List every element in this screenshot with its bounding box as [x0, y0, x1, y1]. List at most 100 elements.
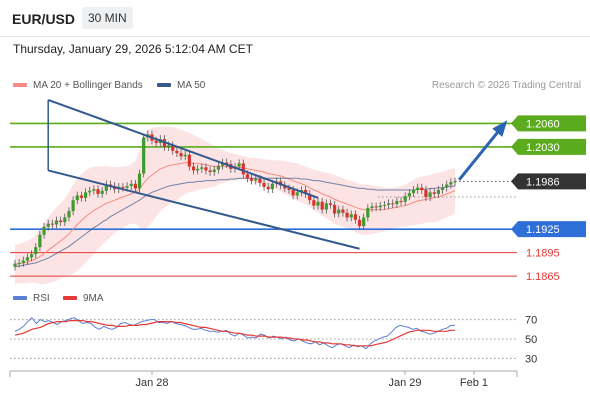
candle-body [291, 190, 295, 196]
candle-body [142, 137, 146, 174]
rsi-swatch [13, 296, 27, 301]
legend-rsi-label: RSI [33, 293, 50, 304]
rsi-level-label-50: 50 [525, 334, 537, 346]
candle-body [50, 223, 54, 225]
candle-body [324, 203, 328, 210]
candle-body [341, 209, 345, 213]
level-tag-1.1895: 1.1895 [526, 248, 560, 260]
candle-body [416, 187, 420, 190]
candle-body [38, 234, 42, 248]
candle-body [399, 200, 403, 202]
candle-body [92, 189, 96, 191]
candle-body [71, 200, 75, 212]
candle-body [88, 190, 92, 193]
candle-body [407, 193, 411, 197]
candle-body [374, 206, 378, 208]
level-tag-1.1925: 1.1925 [511, 221, 586, 238]
candle-body [333, 204, 337, 214]
candle-body [216, 165, 220, 170]
level-value-1.1986: 1.1986 [526, 176, 560, 188]
candle-body [121, 186, 125, 188]
candle-body [79, 195, 84, 198]
ma9-swatch [63, 296, 77, 301]
candle-body [17, 262, 21, 264]
candle-body [42, 226, 46, 235]
candle-body [129, 183, 133, 187]
candle-body [25, 257, 30, 261]
candle-body [21, 260, 25, 263]
timeframe-button[interactable]: 30 MIN [82, 7, 133, 29]
candle-body [362, 217, 366, 227]
candle-body [241, 163, 245, 175]
candle-body [445, 184, 449, 188]
candle-body [432, 192, 436, 194]
legend-bollinger: MA 20 + Bollinger Bands [13, 80, 143, 91]
ma50-line [14, 177, 455, 268]
time-axis: Jan 28 Jan 29 Feb 1 [9, 370, 518, 389]
candle-body [395, 200, 399, 205]
candle-body [378, 205, 382, 208]
candle-body [13, 263, 17, 267]
candle-body [382, 204, 387, 206]
candle-body [237, 163, 241, 167]
candle-body [320, 201, 324, 210]
level-value-1.2030: 1.2030 [526, 142, 560, 154]
candle-body [303, 190, 308, 194]
candle-body [370, 206, 374, 209]
candle-body [125, 186, 129, 188]
candle-body [391, 203, 395, 205]
candle-body [63, 217, 67, 223]
forecast-arrow-shaft [457, 122, 506, 181]
candle-body [137, 173, 142, 189]
legend-9ma-label: 9MA [83, 293, 104, 304]
candle-body [316, 201, 320, 206]
legend-bollinger-label: MA 20 + Bollinger Bands [33, 80, 143, 91]
candle-body [191, 166, 196, 171]
level-tag-bg [511, 173, 586, 190]
level-value-1.1895: 1.1895 [526, 248, 560, 260]
level-value-1.1925: 1.1925 [526, 224, 560, 236]
candle-body [345, 212, 349, 218]
price-level-tags: 1.2060 1.2030 1.1986 1.1925 1.1895 1.1865 [511, 115, 586, 283]
candle-body [179, 153, 183, 157]
candle-body [420, 187, 424, 190]
candle-body [453, 181, 457, 183]
level-tag-bg [511, 115, 586, 132]
level-value-1.1865: 1.1865 [526, 271, 560, 283]
candle-body [337, 209, 341, 214]
candle-body [104, 184, 108, 191]
candle-body [75, 195, 79, 201]
candle-body [349, 214, 353, 218]
candle-body [357, 219, 362, 227]
candle-body [196, 168, 200, 171]
candle-body [245, 174, 250, 179]
level-tag-1.1865: 1.1865 [526, 271, 560, 283]
price-level-lines [10, 122, 517, 277]
x-tick-label: Jan 29 [388, 377, 421, 389]
candle-body [83, 192, 88, 198]
legend-rsi: RSI [13, 293, 50, 304]
candle-body [204, 167, 208, 171]
candle-body [46, 223, 50, 227]
trend-channel [47, 98, 508, 250]
candle-body [312, 200, 316, 206]
rsi-ma9-line [14, 320, 455, 347]
x-tick-label: Jan 28 [135, 377, 168, 389]
bollinger-swatch [13, 83, 27, 88]
candle-body [424, 190, 428, 198]
candle-body [266, 186, 270, 190]
candle-body [328, 203, 333, 205]
candle-body [403, 196, 407, 202]
candle-body [133, 183, 137, 189]
candle-body [54, 220, 59, 225]
candle-body [258, 179, 262, 183]
candle-body [34, 247, 38, 255]
bollinger-band-area [15, 126, 455, 284]
candle-body [67, 211, 71, 218]
candle-body [96, 189, 100, 194]
candle-body [262, 182, 266, 187]
candle-body [100, 190, 104, 194]
rsi-level-label-30: 30 [525, 353, 537, 365]
candle-body [449, 182, 453, 185]
